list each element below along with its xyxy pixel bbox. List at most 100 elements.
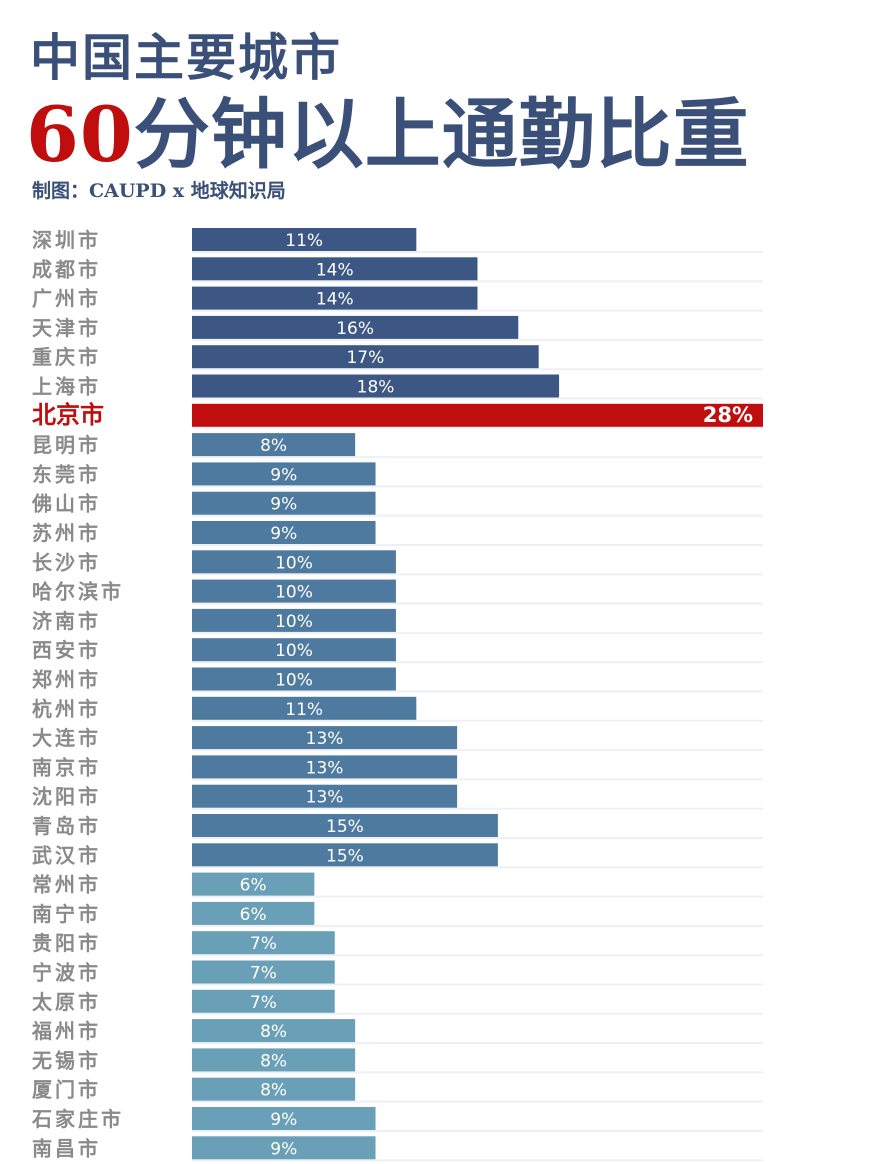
bar-track <box>192 631 763 634</box>
city-label: 石家庄市 <box>31 1107 124 1131</box>
city-label: 宁波市 <box>32 961 101 985</box>
value-label: 10% <box>275 671 313 691</box>
bar-track <box>192 954 763 957</box>
value-label: 13% <box>306 758 344 778</box>
bar-石家庄市 <box>192 1107 376 1130</box>
value-label: 8% <box>260 436 287 456</box>
city-label: 重庆市 <box>32 345 101 369</box>
value-label: 13% <box>306 788 344 808</box>
value-label: 8% <box>260 1022 287 1042</box>
bar-厦门市 <box>192 1077 356 1101</box>
city-label: 东莞市 <box>32 462 101 486</box>
subtitle-text: 分钟以上通勤比重 <box>133 90 750 179</box>
value-label: 6% <box>240 876 267 896</box>
bar-成都市 <box>192 257 478 281</box>
city-label: 大连市 <box>32 726 101 750</box>
bar-track <box>192 924 763 927</box>
bar-track <box>192 544 763 546</box>
city-label: 长沙市 <box>32 550 101 574</box>
city-label: 福州市 <box>31 1019 101 1043</box>
bar-track <box>192 807 763 810</box>
value-label: 28% <box>703 403 753 427</box>
value-label: 9% <box>270 465 297 485</box>
bar-沈阳市 <box>192 784 458 808</box>
credit-line: 制图：CAUPD x 地球知识局 <box>32 180 286 202</box>
bar-track <box>192 514 763 517</box>
bar-天津市 <box>192 315 519 339</box>
value-label: 10% <box>275 553 313 573</box>
value-label: 11% <box>285 700 323 720</box>
city-label: 郑州市 <box>32 668 101 692</box>
bar-track <box>192 661 763 664</box>
bar-track <box>192 309 763 312</box>
city-label: 青岛市 <box>32 814 101 838</box>
bar-青岛市 <box>192 814 498 837</box>
value-label: 16% <box>336 319 374 339</box>
bar-track <box>192 719 763 722</box>
bar-东莞市 <box>192 462 376 486</box>
city-label: 南昌市 <box>32 1136 101 1160</box>
bar-track <box>192 368 763 371</box>
value-label: 13% <box>306 729 344 749</box>
bar-福州市 <box>192 1019 356 1043</box>
city-label: 济南市 <box>32 609 101 633</box>
bar-track <box>192 1012 763 1015</box>
bar-track <box>192 1042 763 1045</box>
city-label: 厦门市 <box>32 1078 101 1102</box>
bar-track <box>192 338 763 341</box>
value-label: 9% <box>270 495 297 515</box>
bar-西安市 <box>192 638 396 662</box>
bar-昆明市 <box>192 433 356 457</box>
bar-大连市 <box>192 726 458 750</box>
bar-track <box>192 573 763 576</box>
city-label: 苏州市 <box>32 521 101 545</box>
bar-track <box>192 983 763 986</box>
bar-常州市 <box>192 872 315 896</box>
page-title: 中国主要城市 <box>30 28 342 87</box>
city-label: 天津市 <box>32 316 101 340</box>
value-label: 9% <box>270 524 297 544</box>
bar-track <box>192 1159 763 1162</box>
value-label: 7% <box>250 934 277 954</box>
value-label: 10% <box>275 583 313 603</box>
bar-杭州市 <box>192 696 417 720</box>
bar-track <box>192 1071 763 1074</box>
bar-太原市 <box>192 989 335 1013</box>
bar-宁波市 <box>192 960 335 984</box>
bar-track <box>192 251 763 253</box>
city-label: 无锡市 <box>32 1048 101 1072</box>
bar-南宁市 <box>192 901 315 925</box>
city-label: 太原市 <box>32 990 101 1014</box>
bar-长沙市 <box>192 550 396 574</box>
city-label: 北京市 <box>32 400 104 429</box>
city-label: 昆明市 <box>32 433 101 457</box>
bar-track <box>192 778 763 781</box>
value-label: 6% <box>240 905 267 925</box>
value-label: 11% <box>285 231 323 251</box>
bar-贵阳市 <box>192 931 335 955</box>
city-label: 南京市 <box>32 755 101 779</box>
bar-广州市 <box>192 286 478 310</box>
city-label: 深圳市 <box>32 228 101 252</box>
subtitle-number: 60 <box>26 90 134 179</box>
city-label: 上海市 <box>32 375 101 399</box>
bar-武汉市 <box>192 843 498 867</box>
bar-track <box>192 690 763 693</box>
value-label: 18% <box>357 378 395 398</box>
city-label: 广州市 <box>32 287 101 311</box>
bar-重庆市 <box>192 345 539 369</box>
city-label: 西安市 <box>32 638 101 662</box>
value-label: 9% <box>270 1110 297 1130</box>
bar-郑州市 <box>192 667 396 691</box>
page-subtitle: 60分钟以上通勤比重 <box>26 92 750 178</box>
bar-佛山市 <box>192 491 376 515</box>
bar-哈尔滨市 <box>192 579 396 603</box>
value-label: 8% <box>260 1051 287 1071</box>
city-label: 沈阳市 <box>32 785 101 809</box>
city-label: 哈尔滨市 <box>32 580 124 604</box>
bar-track <box>192 602 763 605</box>
city-label: 成都市 <box>32 257 101 281</box>
city-label: 佛山市 <box>31 492 101 516</box>
bar-track <box>192 426 763 429</box>
value-label: 15% <box>326 817 364 837</box>
